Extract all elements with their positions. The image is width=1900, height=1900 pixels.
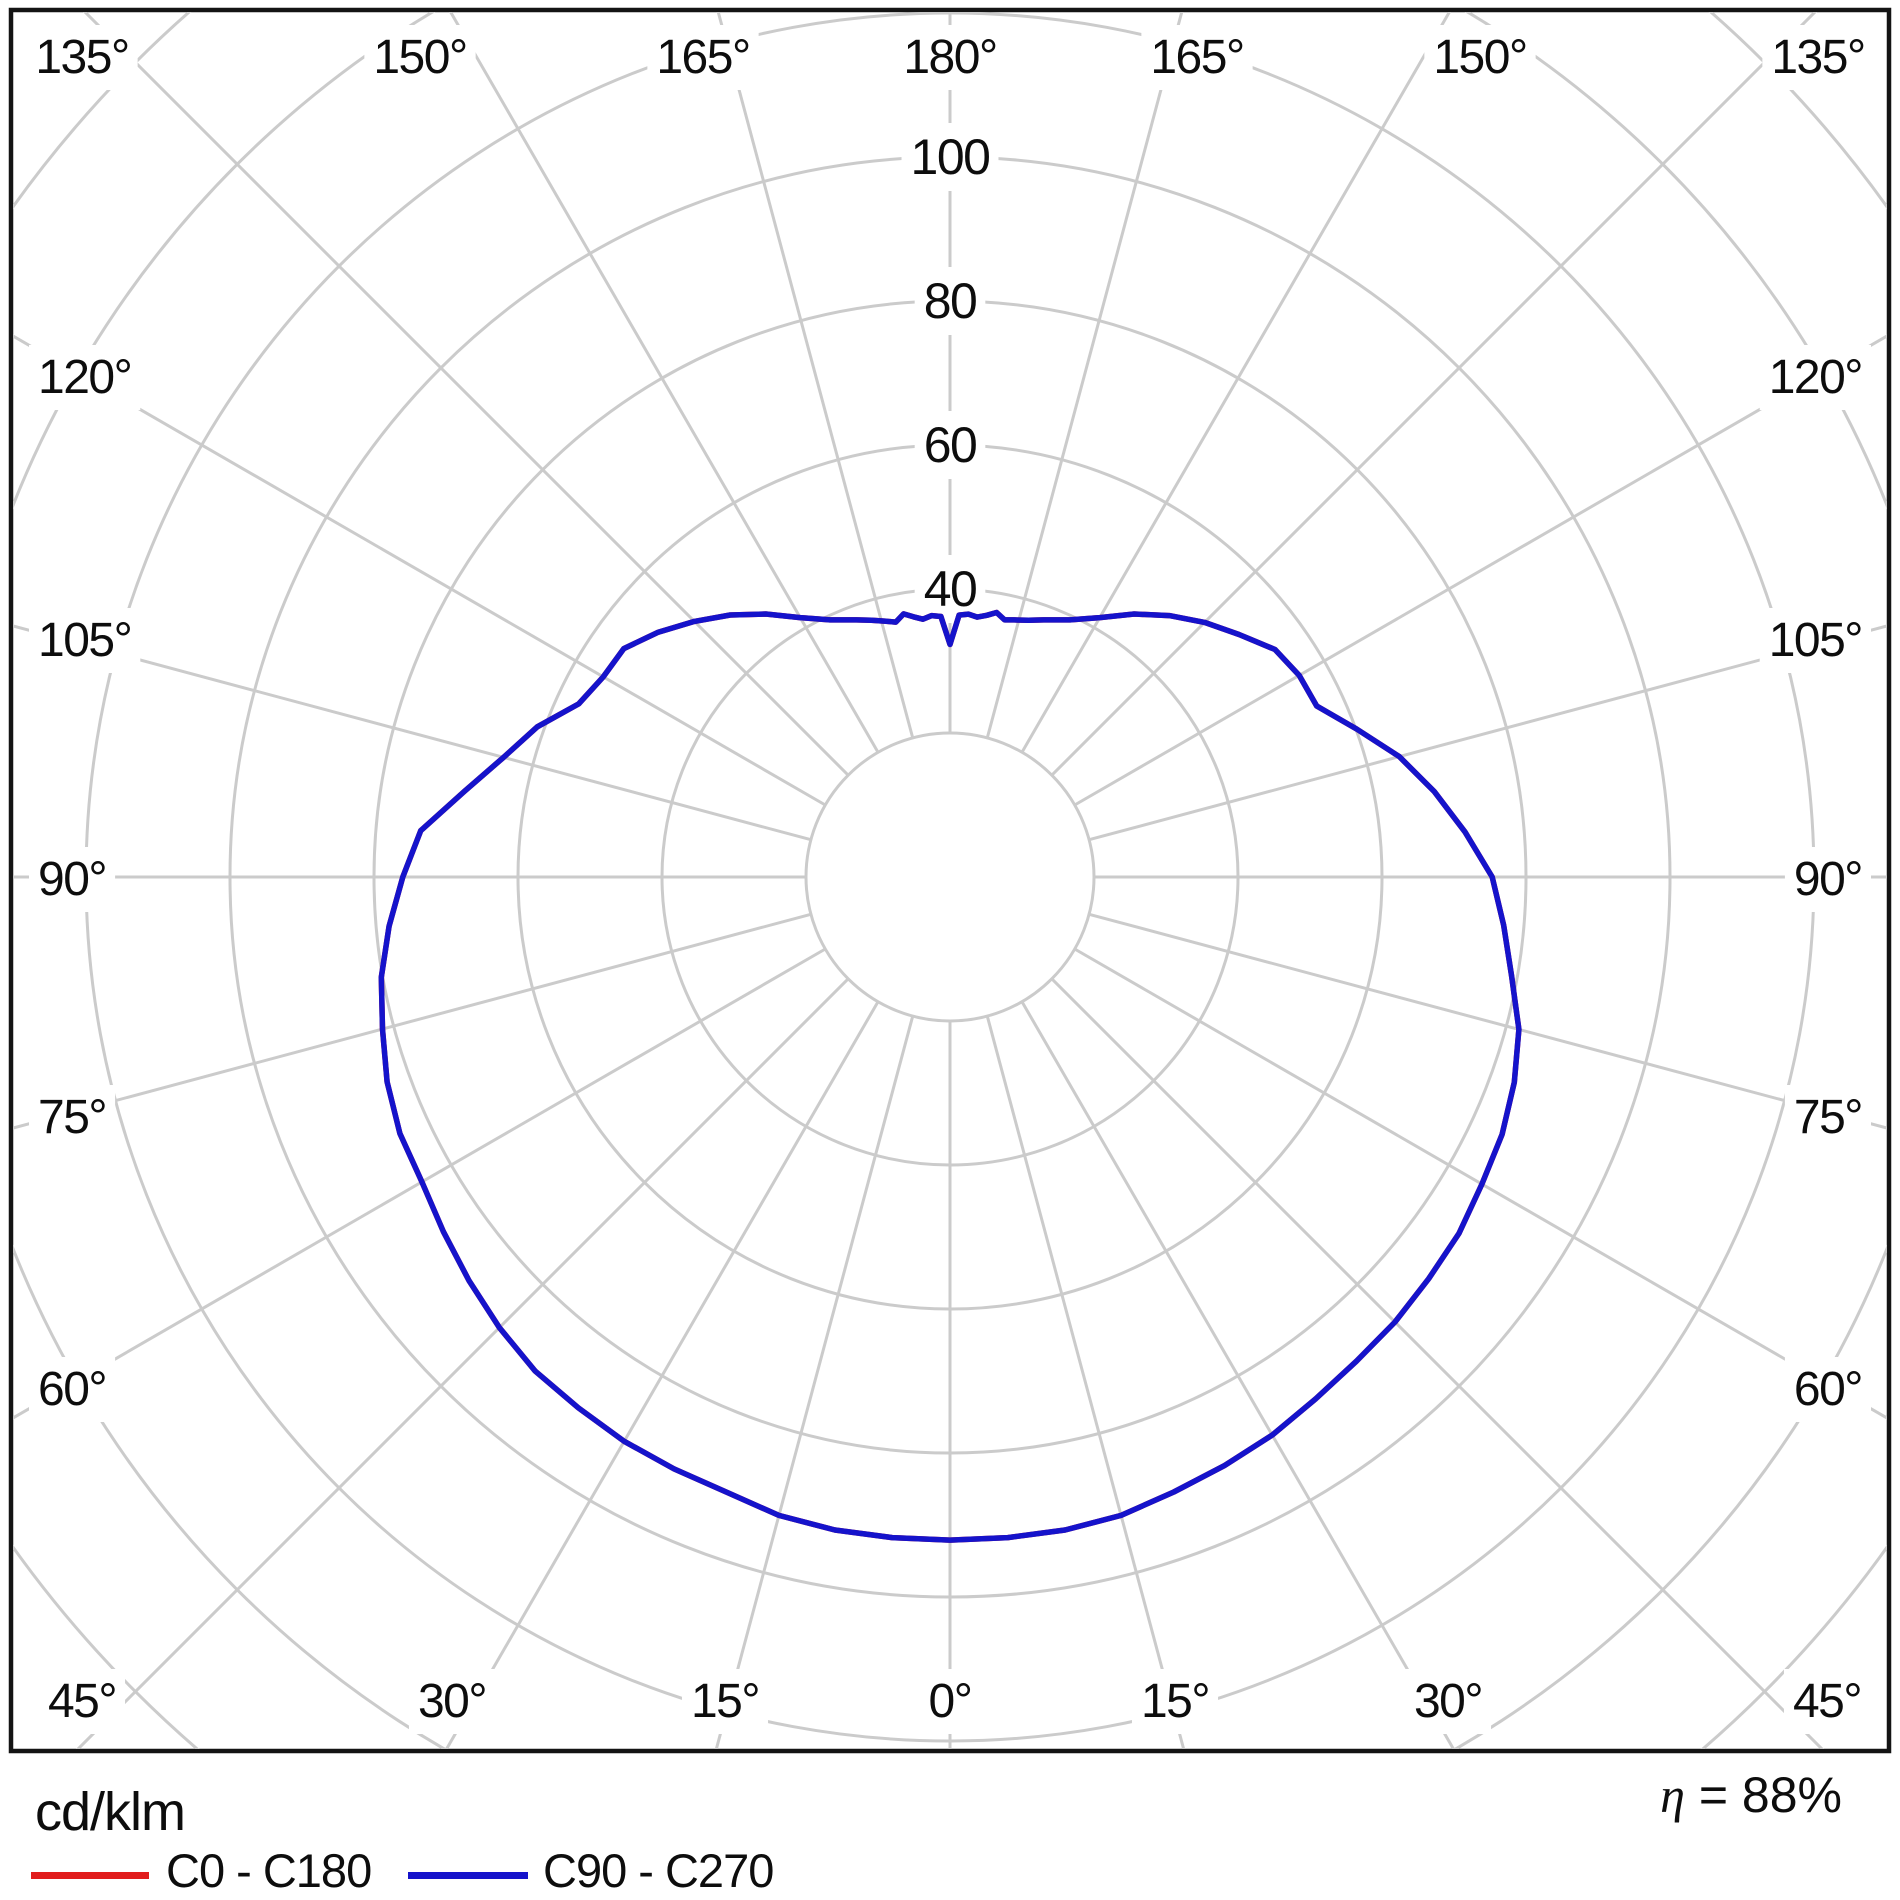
angle-label-top-1-bg [364,25,476,90]
angle-label-right-0-bg [1759,345,1871,410]
angle-label-top-6-bg [1762,25,1874,90]
angle-label-right-3-bg [1784,1085,1871,1150]
angle-label-top-4: 165° [1150,31,1243,84]
angle-label-bottom-6: 45° [1793,1675,1861,1728]
grid-radial-75 [1088,912,1887,1130]
grid-radial-120 [1073,334,1887,807]
angle-label-bottom-0: 45° [48,1675,116,1728]
angle-label-bottom-2-bg [681,1669,769,1734]
angle-label-left-1-bg [29,608,141,673]
grid-radial-30 [1020,1000,1456,1749]
angle-label-bottom-4-bg [1131,1669,1219,1734]
angle-label-right-4-bg [1784,1357,1871,1422]
angle-label-left-3-bg [29,1085,116,1150]
angle-label-top-3-bg [894,25,1006,90]
angle-label-left-2-bg [29,847,116,912]
grid-radial-225 [82,12,850,777]
grid-radial-210 [448,12,880,754]
eta-symbol: η [1660,1767,1685,1823]
angle-label-bottom-6-bg [1783,1669,1871,1734]
angle-label-right-2: 90° [1794,853,1862,906]
grid-radial-255 [13,624,812,842]
angle-label-top-6: 135° [1771,31,1864,84]
angle-label-top-1: 150° [373,31,466,84]
grid-radial-150 [1020,12,1452,754]
angle-label-bottom-5-bg [1404,1669,1492,1734]
angle-label-left-0-bg [29,345,141,410]
grid-radial-345 [714,1015,915,1749]
legend-label-c90-c270: C90 - C270 [543,1844,774,1897]
angle-label-top-3: 180° [903,31,996,84]
grid-radial-315 [75,977,850,1749]
grid-radial-330 [444,1000,880,1749]
radial-tick-60-bg [914,411,986,479]
curve-c90-c270 [378,609,1522,1543]
angle-label-left-3: 75° [38,1091,106,1144]
angle-label-right-1-bg [1759,608,1871,673]
angle-label-right-4: 60° [1794,1363,1862,1416]
radial-tick-100-bg [901,123,999,191]
grid-radial-60 [1073,947,1887,1420]
angle-label-right-1: 105° [1769,614,1862,667]
angle-label-top-2: 165° [656,31,749,84]
angle-label-bottom-3-bg [919,1669,981,1734]
angle-label-right-3: 75° [1794,1091,1862,1144]
legend-swatch-c0-c180 [31,1872,149,1879]
grid-radial-135 [1050,12,1818,777]
angle-label-left-4-bg [29,1357,116,1422]
angle-label-bottom-1-bg [408,1669,496,1734]
angle-label-top-5-bg [1424,25,1536,90]
radial-tick-80: 80 [924,273,977,329]
grid-radial-105 [1088,624,1887,842]
angle-label-top-0-bg [26,25,138,90]
angle-label-bottom-0-bg [38,1669,126,1734]
angle-label-top-2-bg [647,25,759,90]
eta-value: = 88% [1684,1767,1842,1823]
grid-radial-165 [985,12,1184,739]
efficiency-label: η = 88% [1660,1766,1842,1824]
radial-tick-40-bg [914,555,986,623]
angle-label-right-2-bg [1784,847,1871,912]
angle-label-top-4-bg [1141,25,1253,90]
angle-label-bottom-3: 0° [929,1675,972,1728]
angle-label-bottom-5: 30° [1414,1675,1482,1728]
radial-tick-40: 40 [924,561,977,617]
angle-label-left-0: 120° [38,351,131,404]
angle-label-bottom-4: 15° [1141,1675,1209,1728]
units-label: cd/klm [35,1782,186,1842]
grid-radial-285 [13,912,812,1130]
angle-label-bottom-1: 30° [418,1675,486,1728]
angle-label-bottom-2: 15° [691,1675,759,1728]
angle-label-right-0: 120° [1769,351,1862,404]
grid-radial-240 [13,334,827,807]
legend: C0 - C180 C90 - C270 [0,1843,1900,1900]
angle-label-left-1: 105° [38,614,131,667]
grid-radial-300 [13,947,827,1420]
angle-label-top-0: 135° [35,31,128,84]
angle-label-left-2: 90° [38,853,106,906]
grid-radial-195 [716,12,915,739]
radial-tick-100: 100 [911,129,990,185]
radial-tick-60: 60 [924,417,977,473]
legend-label-c0-c180: C0 - C180 [166,1844,372,1897]
angle-label-top-5: 150° [1433,31,1526,84]
angle-label-left-4: 60° [38,1363,106,1416]
legend-swatch-c90-c270 [408,1872,528,1879]
grid-radial-15 [985,1015,1186,1749]
radial-tick-80-bg [914,267,986,335]
grid-radial-45 [1050,977,1825,1749]
